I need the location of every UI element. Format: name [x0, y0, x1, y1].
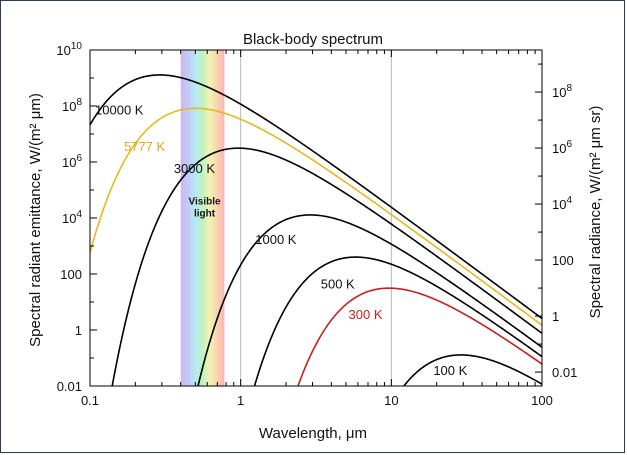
y-tick-label-left: 108	[62, 97, 82, 114]
chart-labels: 0.1 1 10 100 0.01 1 100 104 106 108 1010 0.01 1 100 10…	[56, 41, 577, 408]
y-tick-label-left: 106	[62, 153, 82, 170]
y-tick-label-right: 0.01	[552, 365, 577, 380]
curve-label-1000-k: 1000 K	[255, 232, 297, 247]
curve-label-10000-k: 10000 K	[95, 102, 144, 117]
y-tick-label-right: 1	[552, 309, 559, 324]
axis-ticks	[89, 49, 542, 387]
x-tick-label: 10	[384, 393, 398, 408]
curve-label-500-k: 500 K	[321, 277, 355, 292]
y-tick-label-left: 1	[75, 323, 82, 338]
curve-1000-k	[197, 214, 542, 386]
y-tick-label-left: 104	[62, 209, 82, 226]
grid-lines	[240, 50, 392, 386]
visible-light-label-line2: light	[194, 209, 216, 220]
curve-label-3000-k: 3000 K	[174, 161, 216, 176]
x-tick-label: 1	[237, 393, 244, 408]
visible-light-label-line1: Visible	[189, 197, 221, 208]
curve-300-k	[297, 287, 542, 386]
x-axis-title: Wavelength, μm	[259, 425, 367, 442]
visible-light-band	[180, 50, 225, 386]
curve-500-k	[253, 256, 542, 386]
y-tick-label-left: 100	[60, 267, 82, 282]
y-tick-label-right: 100	[552, 253, 574, 268]
curve-label-5777-k: 5777 K	[124, 139, 166, 154]
chart-title: Black-body spectrum	[243, 31, 383, 48]
x-tick-label: 0.1	[81, 393, 99, 408]
curve-5777-k	[90, 107, 542, 326]
y-axis-title-left: Spectral radiant emittance, W/(m² μm)	[27, 93, 44, 347]
x-tick-label: 100	[531, 393, 553, 408]
curve-label-100-k: 100 K	[433, 363, 467, 378]
y-tick-label-right: 104	[552, 195, 572, 212]
y-axis-title-right: Spectral radiance, W/(m² μm sr)	[587, 106, 604, 319]
curve-label-300-k: 300 K	[349, 307, 383, 322]
curves	[90, 74, 542, 386]
curve-10000-k	[90, 74, 542, 320]
curve-3000-k	[111, 147, 542, 386]
curve-100-k	[402, 354, 542, 386]
y-tick-label-right: 106	[552, 139, 572, 156]
y-tick-label-right: 108	[552, 83, 572, 100]
y-tick-label-left: 1010	[56, 41, 82, 58]
y-tick-label-left: 0.01	[57, 379, 82, 394]
